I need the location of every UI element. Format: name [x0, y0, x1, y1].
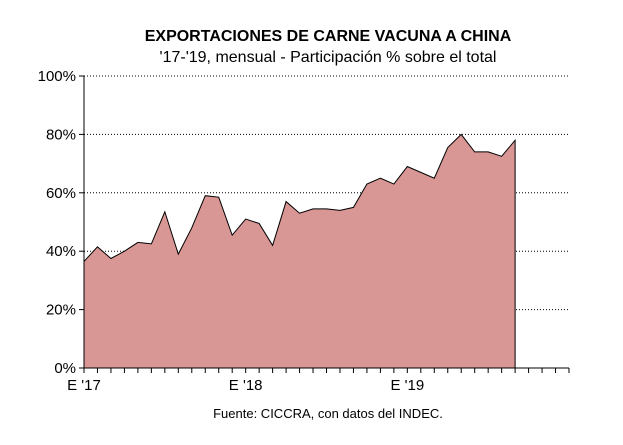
chart-source: Fuente: CICCRA, con datos del INDEC.	[213, 406, 443, 421]
y-tick-label: 40%	[46, 243, 76, 260]
chart-title: EXPORTACIONES DE CARNE VACUNA A CHINA	[145, 28, 512, 45]
y-axis-ticks: 0% 20% 40% 60% 80% 100%	[38, 68, 84, 377]
x-tick-label: E '18	[229, 377, 263, 394]
y-tick-label: 0%	[54, 360, 76, 377]
y-tick-label: 80%	[46, 126, 76, 143]
y-tick-label: 60%	[46, 185, 76, 202]
y-tick-label: 20%	[46, 302, 76, 319]
y-tick-label: 100%	[38, 68, 76, 85]
x-axis-ticks: E '17 E '18 E '19	[67, 368, 570, 394]
x-tick-label: E '17	[67, 377, 101, 394]
chart-subtitle: '17-'19, mensual - Participación % sobre…	[160, 49, 497, 66]
x-tick-label: E '19	[390, 377, 424, 394]
area-series	[83, 133, 516, 369]
